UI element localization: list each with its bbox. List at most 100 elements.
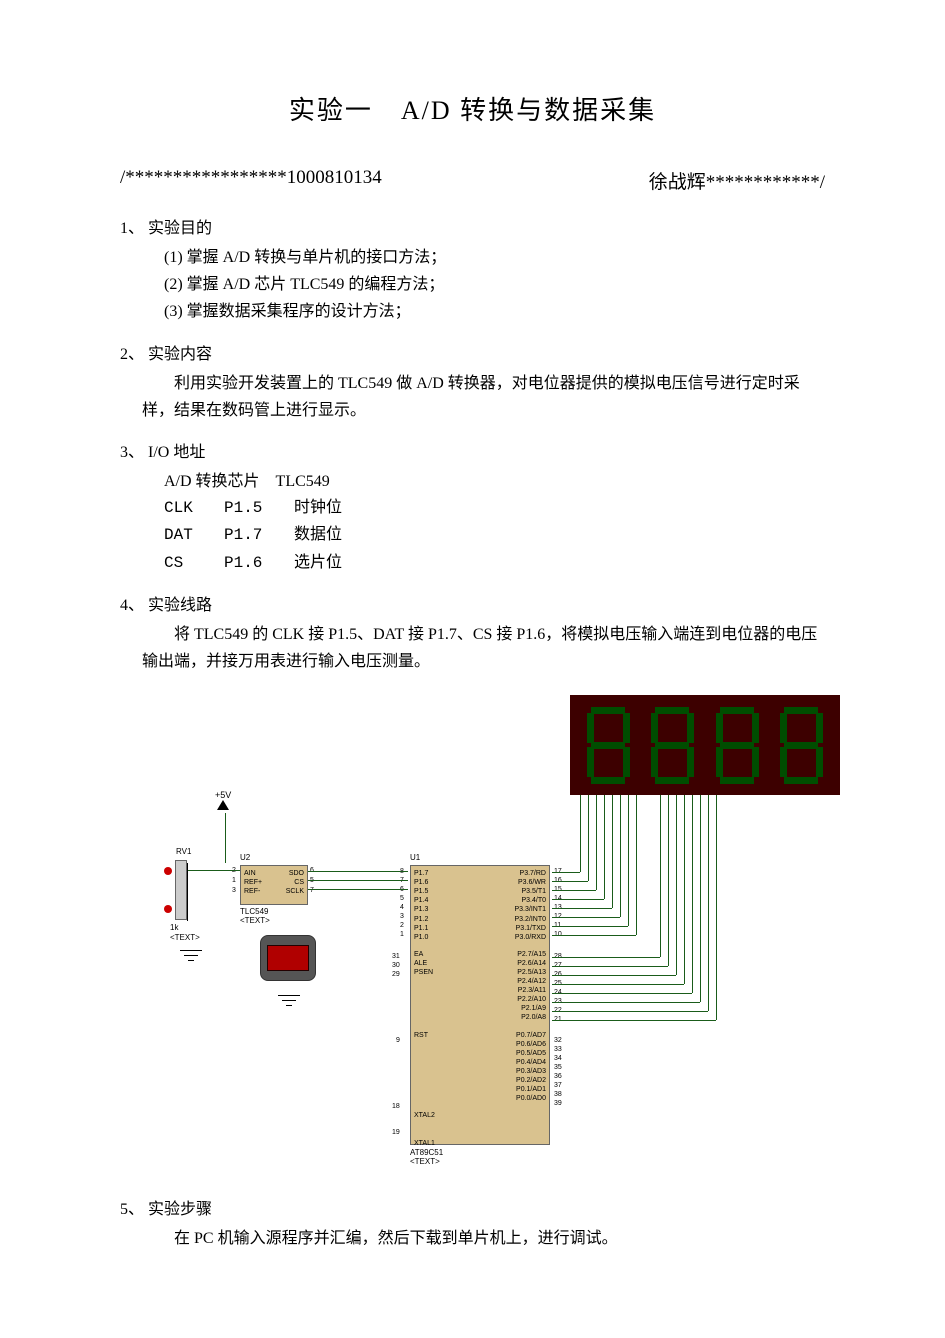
vcc-symbol: +5V	[215, 790, 231, 810]
author-name: 徐战辉************/	[649, 167, 825, 194]
mcu-pin: P1.0	[414, 933, 428, 942]
io-r1a: CLK	[164, 495, 224, 522]
s3-chip: A/D 转换芯片 TLC549	[164, 468, 825, 495]
pinno: 34	[554, 1055, 562, 1062]
io-r3b: P1.6	[224, 550, 294, 577]
io-r3a: CS	[164, 550, 224, 577]
potentiometer	[175, 860, 187, 920]
adc-pin: REF-	[244, 887, 262, 896]
mcu-pin: P0.7/AD7	[516, 1031, 546, 1040]
io-r3c: 选片位	[294, 550, 374, 577]
io-r2a: DAT	[164, 522, 224, 549]
io-row: CLK P1.5 时钟位	[164, 495, 825, 522]
adc-pin: SDO	[286, 869, 304, 878]
s1-l3: (3) 掌握数据采集程序的设计方法；	[164, 298, 825, 325]
mcu-pin: P3.4/T0	[514, 896, 546, 905]
pinno: 18	[392, 1103, 400, 1110]
mcu-pin: P3.2/INT0	[514, 915, 546, 924]
mcu-xtal2: XTAL2	[414, 1111, 435, 1120]
digit-4	[774, 703, 829, 788]
digit-1	[581, 703, 636, 788]
section-5-body: 在 PC 机输入源程序并汇编，然后下载到单片机上，进行调试。	[142, 1225, 825, 1252]
pinno: 19	[392, 1129, 400, 1136]
ground-symbol	[176, 950, 206, 966]
author-id: /*****************1000810134	[120, 167, 382, 194]
mcu-pin: P3.1/TXD	[514, 924, 546, 933]
u2-refdes: U2	[240, 853, 250, 862]
battery-symbol	[260, 935, 316, 981]
pinno: 39	[554, 1100, 562, 1107]
adc-partno: TLC549	[240, 907, 268, 916]
s1-l1: (1) 掌握 A/D 转换与单片机的接口方法；	[164, 244, 825, 271]
mcu-chip: P1.7P1.6P1.5P1.4P1.3P1.2P1.1P1.0 P3.7/RD…	[410, 865, 550, 1145]
battery-cell	[267, 945, 309, 971]
pinno: 3	[232, 887, 236, 894]
mcu-partno: AT89C51	[410, 1148, 443, 1157]
io-row: DAT P1.7 数据位	[164, 522, 825, 549]
pinno: 36	[554, 1073, 562, 1080]
mcu-pin: P1.3	[414, 905, 428, 914]
mcu-pin: P3.5/T1	[514, 887, 546, 896]
mcu-pin: P2.1/A9	[517, 1004, 546, 1013]
circuit-diagram: +5V RV1 1k <TEXT> U2 AINREF+REF- SDOCSSC…	[140, 695, 840, 1175]
mcu-pin: P2.4/A12	[517, 977, 546, 986]
adc-pin: REF+	[244, 878, 262, 887]
mcu-pin: EA	[414, 950, 433, 959]
io-r1c: 时钟位	[294, 495, 374, 522]
pinno: 32	[554, 1037, 562, 1044]
pinno: 38	[554, 1091, 562, 1098]
pinno: 4	[400, 904, 404, 911]
mcu-pin: P2.7/A15	[517, 950, 546, 959]
mcu-pin: P1.6	[414, 878, 428, 887]
section-2-head: 2、 实验内容	[120, 340, 825, 364]
pinno: 1	[400, 931, 404, 938]
section-1-body: (1) 掌握 A/D 转换与单片机的接口方法； (2) 掌握 A/D 芯片 TL…	[164, 244, 825, 326]
page-title: 实验一 A/D 转换与数据采集	[120, 90, 825, 127]
pinno: 5	[400, 895, 404, 902]
section-3-head: 3、 I/O 地址	[120, 438, 825, 462]
adc-text: <TEXT>	[240, 916, 270, 925]
digit-3	[710, 703, 765, 788]
mcu-pin: P2.2/A10	[517, 995, 546, 1004]
pinno: 2	[400, 922, 404, 929]
vcc-label: +5V	[215, 790, 231, 800]
mcu-pin: P3.7/RD	[514, 869, 546, 878]
mcu-pin: P2.3/A11	[517, 986, 546, 995]
author-line: /*****************1000810134 徐战辉********…	[120, 167, 825, 194]
mcu-pin: P2.0/A8	[517, 1013, 546, 1022]
section-1-head: 1、 实验目的	[120, 214, 825, 238]
mcu-pin: P0.1/AD1	[516, 1085, 546, 1094]
pinno: 35	[554, 1064, 562, 1071]
mcu-pin: ALE	[414, 959, 433, 968]
pot-text: <TEXT>	[170, 933, 200, 942]
s1-l2: (2) 掌握 A/D 芯片 TLC549 的编程方法；	[164, 271, 825, 298]
pot-refdes: RV1	[176, 847, 191, 856]
u1-refdes: U1	[410, 853, 420, 862]
mcu-pin: P0.3/AD3	[516, 1067, 546, 1076]
section-5-head: 5、 实验步骤	[120, 1195, 825, 1219]
pot-value: 1k	[170, 923, 178, 932]
pinno: 3	[400, 913, 404, 920]
mcu-pin: P3.3/INT1	[514, 905, 546, 914]
mcu-rst: RST	[414, 1031, 428, 1040]
mcu-pin: P1.4	[414, 896, 428, 905]
section-3-body: A/D 转换芯片 TLC549 CLK P1.5 时钟位 DAT P1.7 数据…	[164, 468, 825, 577]
pinno: 33	[554, 1046, 562, 1053]
adc-pin: CS	[286, 878, 304, 887]
mcu-pin: P1.1	[414, 924, 428, 933]
mcu-pin: P2.5/A13	[517, 968, 546, 977]
mcu-pin: P1.2	[414, 915, 428, 924]
pinno: 9	[396, 1037, 400, 1044]
mcu-pin: P0.0/AD0	[516, 1094, 546, 1103]
section-4-body: 将 TLC549 的 CLK 接 P1.5、DAT 接 P1.7、CS 接 P1…	[142, 621, 825, 675]
io-row: CS P1.6 选片位	[164, 550, 825, 577]
mcu-pin: P0.2/AD2	[516, 1076, 546, 1085]
seven-segment-display	[570, 695, 840, 795]
pinno: 29	[392, 971, 400, 978]
section-4-head: 4、 实验线路	[120, 591, 825, 615]
io-r2c: 数据位	[294, 522, 374, 549]
adc-chip: AINREF+REF- SDOCSSCLK	[240, 865, 308, 905]
mcu-pin: P0.6/AD6	[516, 1040, 546, 1049]
io-r1b: P1.5	[224, 495, 294, 522]
pinno: 31	[392, 953, 400, 960]
